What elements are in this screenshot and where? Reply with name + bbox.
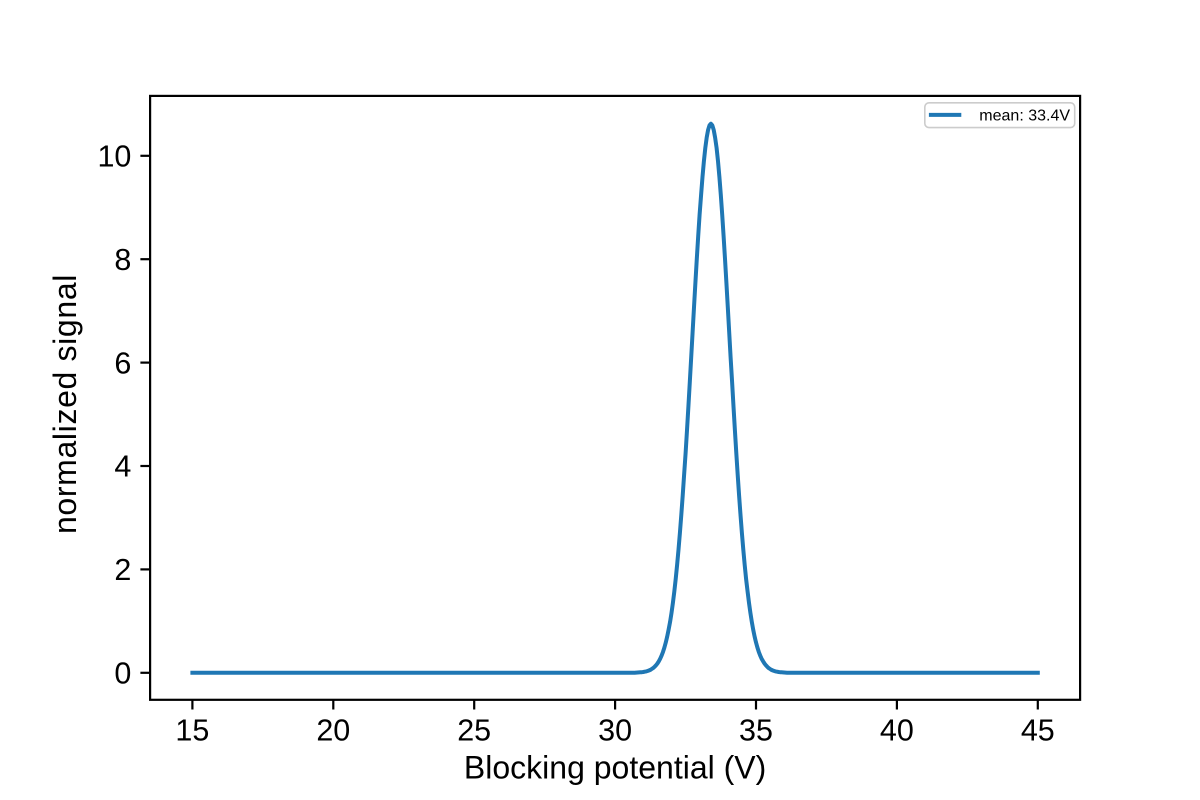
svg-text:0: 0 bbox=[114, 657, 131, 691]
svg-text:25: 25 bbox=[457, 714, 491, 748]
svg-text:15: 15 bbox=[175, 714, 209, 748]
svg-text:Blocking potential (V): Blocking potential (V) bbox=[464, 750, 766, 786]
svg-text:40: 40 bbox=[880, 714, 914, 748]
svg-text:10: 10 bbox=[97, 140, 131, 174]
svg-text:normalized signal: normalized signal bbox=[47, 274, 83, 534]
svg-text:35: 35 bbox=[739, 714, 773, 748]
svg-text:30: 30 bbox=[598, 714, 632, 748]
svg-text:8: 8 bbox=[114, 243, 131, 277]
svg-text:2: 2 bbox=[114, 553, 131, 587]
svg-text:4: 4 bbox=[114, 450, 131, 484]
svg-text:45: 45 bbox=[1021, 714, 1055, 748]
svg-text:mean: 33.4V: mean: 33.4V bbox=[979, 108, 1070, 125]
svg-text:6: 6 bbox=[114, 346, 131, 380]
svg-text:20: 20 bbox=[316, 714, 350, 748]
